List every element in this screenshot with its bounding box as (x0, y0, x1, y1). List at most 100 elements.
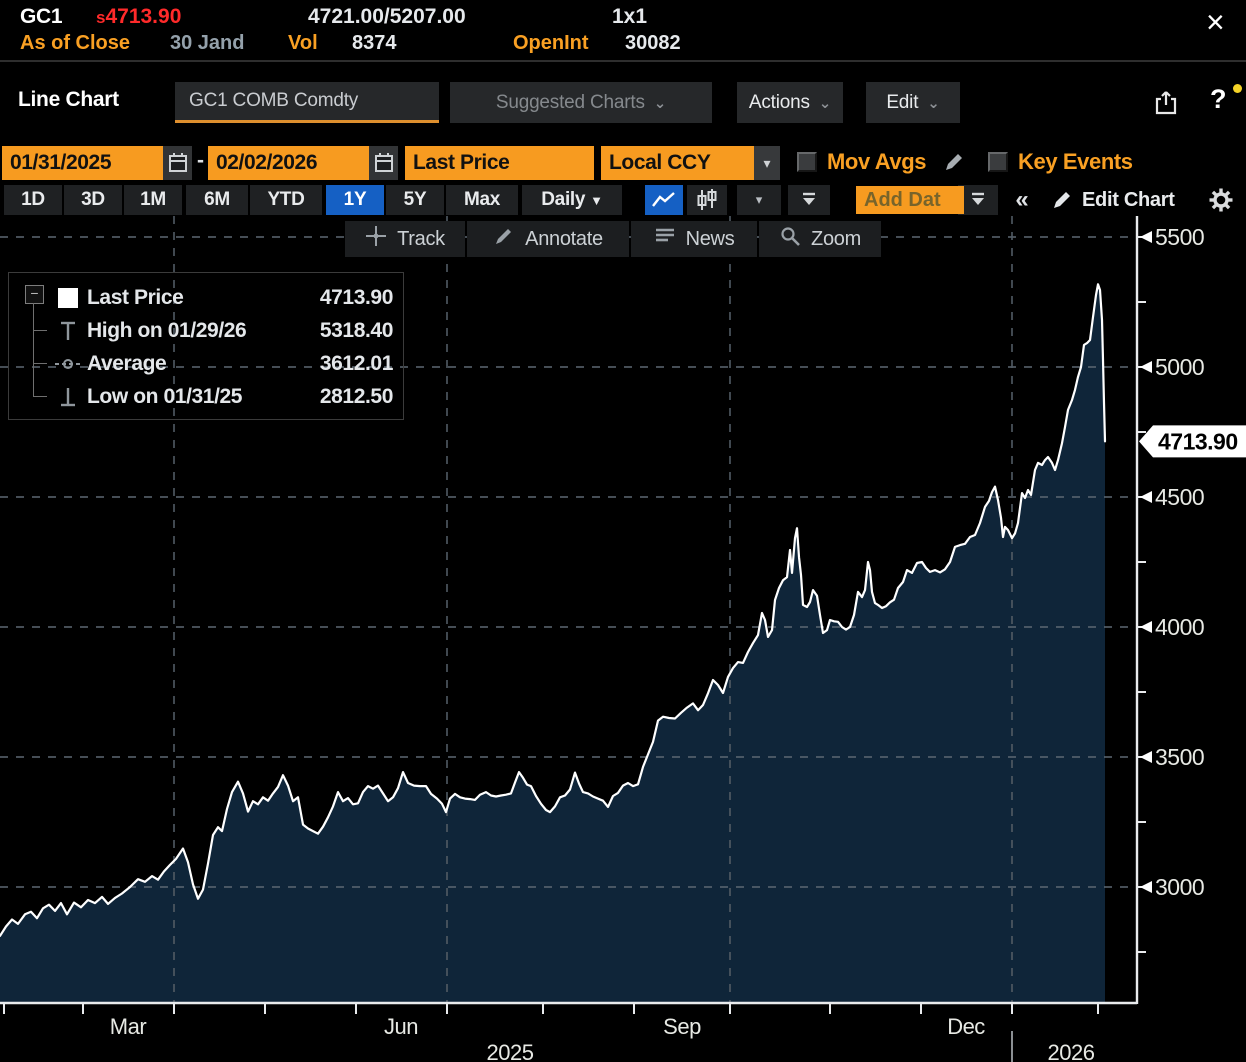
currency-dropdown-button[interactable]: ▾ (754, 146, 780, 180)
key-events-label: Key Events (1018, 149, 1133, 174)
chart-tool-annotate-button[interactable]: Annotate (467, 221, 629, 257)
legend-label: High on 01/29/26 (87, 318, 247, 342)
legend-row-2[interactable]: High on 01/29/26 5318.40 (9, 314, 403, 347)
collapse-toolbar-button[interactable]: « (1002, 185, 1042, 215)
gridlines (0, 216, 1137, 1003)
actions-menu-button[interactable]: Actions ⌄ (737, 82, 843, 123)
mov-avgs-label: Mov Avgs (827, 149, 927, 174)
share-icon (1155, 91, 1177, 115)
date-to-input[interactable]: 02/02/2026 (208, 146, 376, 180)
mov-avgs-checkbox[interactable] (797, 152, 817, 172)
legend-label: Last Price (87, 285, 184, 309)
pencil-icon (946, 154, 962, 170)
legend-value: 2812.50 (319, 384, 394, 408)
open-interest-label: OpenInt (513, 32, 589, 54)
date-from-input[interactable]: 01/31/2025 (2, 146, 170, 180)
calendar-picker-button[interactable] (163, 146, 192, 180)
legend-label: Average (87, 351, 167, 375)
period-tab-3d[interactable]: 3D (64, 185, 122, 215)
date-range-dash: - (197, 149, 204, 172)
frequency-select[interactable]: Daily ▼ (522, 185, 622, 215)
suggested-charts-label: Suggested Charts (495, 91, 645, 113)
svg-text:4713.90: 4713.90 (1158, 428, 1238, 454)
legend-row-1[interactable]: Last Price 4713.90 (9, 281, 403, 314)
candlestick-icon (697, 189, 717, 210)
export-button[interactable] (1148, 84, 1184, 120)
titlebar: GC1 s4713.90 4721.00/5207.00 1x1 As of C… (0, 0, 1246, 60)
chevron-down-icon: ⌄ (927, 94, 940, 112)
period-tab-1m[interactable]: 1M (124, 185, 182, 215)
legend-value: 4713.90 (319, 285, 394, 309)
help-button[interactable]: ? (1210, 84, 1242, 120)
currency-select[interactable]: Local CCY (601, 146, 761, 180)
close-icon[interactable]: × (1206, 4, 1225, 40)
legend-tree-stub (33, 330, 47, 331)
period-tab-6m[interactable]: 6M (186, 185, 248, 215)
chart-tool-zoom-button[interactable]: Zoom (759, 221, 881, 257)
price-area-fill (0, 284, 1105, 1003)
chart-settings-button[interactable] (1202, 185, 1240, 215)
period-tab-5y[interactable]: 5Y (386, 185, 444, 215)
calendar-icon (168, 153, 187, 172)
chevron-down-icon: ▾ (755, 192, 763, 207)
chart-style-dropdown[interactable]: ▾ (737, 185, 781, 215)
bid-ask: 4721.00/5207.00 (308, 5, 466, 28)
lot-size: 1x1 (612, 5, 648, 28)
legend-collapse-button[interactable]: − (25, 285, 44, 304)
add-data-expand-button[interactable] (958, 185, 998, 215)
svg-text:4000: 4000 (1155, 614, 1204, 640)
page-title: Line Chart (18, 88, 119, 111)
chart-tool-news-button[interactable]: News (631, 221, 757, 257)
period-tab-max[interactable]: Max (446, 185, 518, 215)
ticker: GC1 (20, 5, 63, 28)
security-input[interactable]: GC1 COMB Comdty (175, 82, 439, 123)
svg-text:Sep: Sep (663, 1014, 701, 1039)
crosshair-icon (365, 225, 387, 253)
price-field-select[interactable]: Last Price (405, 146, 594, 180)
price-line (0, 283, 1107, 937)
svg-text:3500: 3500 (1155, 744, 1204, 770)
chart-legend: − Last Price 4713.90 High on 01/29/26 5318.4… (8, 272, 404, 420)
panel-expand-button[interactable] (788, 185, 830, 215)
suggested-charts-button[interactable]: Suggested Charts ⌄ (450, 82, 712, 123)
price-field-value: Last Price (413, 151, 510, 174)
news-icon (654, 226, 676, 252)
svg-text:2025: 2025 (487, 1040, 534, 1062)
chart-tool-track-button[interactable]: Track (345, 221, 465, 257)
key-events-checkbox[interactable] (988, 152, 1008, 172)
expand-down-icon (803, 192, 815, 205)
edit-menu-button[interactable]: Edit ⌄ (866, 82, 960, 123)
period-tab-1y[interactable]: 1Y (326, 185, 384, 215)
legend-label: Low on 01/31/25 (87, 384, 243, 408)
edit-chart-pencil-button[interactable] (1046, 185, 1078, 215)
titlebar-divider (0, 60, 1246, 62)
open-interest-value: 30082 (625, 32, 681, 54)
add-data-input[interactable]: Add Dat (856, 186, 964, 214)
chart-tool-label: News (685, 227, 735, 250)
chart-tool-label: Zoom (811, 227, 861, 250)
date-from-value: 01/31/2025 (10, 151, 112, 174)
last-price: 4713.90 (105, 5, 182, 28)
magnifier-icon (779, 225, 801, 253)
period-tab-ytd[interactable]: YTD (250, 185, 322, 215)
mov-avgs-edit-button[interactable] (941, 151, 965, 180)
candlestick-type-button[interactable] (687, 185, 727, 215)
average-marker (53, 353, 83, 375)
legend-row-4[interactable]: Low on 01/31/25 2812.50 (9, 380, 403, 413)
notification-dot (1233, 84, 1242, 93)
legend-row-3[interactable]: Average 3612.01 (9, 347, 403, 380)
chevron-down-icon: ⌄ (818, 94, 832, 112)
y-axis-labels: 5500 5000 4500 4000 3500 3000 (1137, 224, 1205, 953)
line-chart-type-button[interactable] (645, 185, 683, 215)
axes (0, 216, 1139, 1005)
period-tab-1d[interactable]: 1D (4, 185, 62, 215)
chevron-down-icon: ⌄ (653, 94, 667, 112)
currency-value: Local CCY (609, 151, 711, 174)
x-axis-labels: Mar Jun Sep Dec 2025 2026 (3, 1003, 1099, 1062)
low-marker (53, 385, 83, 409)
last-price-badge: 4713.90 (1139, 425, 1246, 458)
gear-icon (1209, 188, 1233, 212)
calendar-picker-button[interactable] (369, 146, 398, 180)
edit-chart-button[interactable]: Edit Chart (1082, 189, 1175, 211)
